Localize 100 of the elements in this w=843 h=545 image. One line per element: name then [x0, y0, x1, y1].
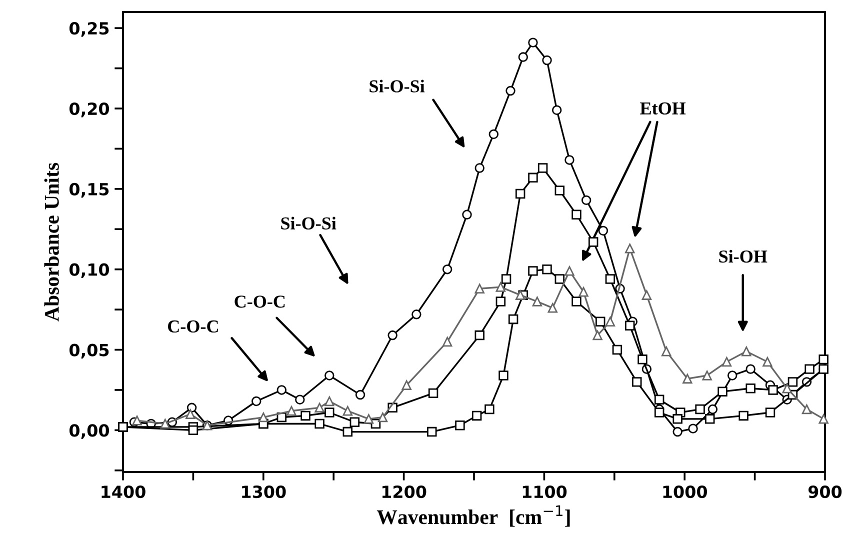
point	[612, 344, 622, 355]
point	[455, 420, 465, 430]
point	[528, 266, 538, 276]
point	[538, 163, 548, 173]
point	[588, 237, 598, 247]
point	[186, 409, 196, 419]
y-tick-label: 0,00	[69, 424, 110, 439]
point	[718, 386, 728, 396]
point	[498, 370, 508, 380]
point	[342, 406, 352, 416]
point	[654, 408, 664, 418]
point	[702, 370, 712, 380]
point	[738, 410, 748, 421]
point	[324, 370, 334, 380]
x-axis-title: Wavenumber [cm$^{−1}$]	[376, 505, 570, 527]
point	[782, 384, 792, 394]
point	[554, 274, 565, 284]
point	[695, 404, 705, 414]
point	[364, 414, 374, 424]
point	[746, 384, 756, 394]
annotation: C-O-C	[168, 320, 218, 333]
x-tick-label: 900	[808, 485, 842, 498]
point	[324, 396, 334, 406]
point	[672, 426, 682, 437]
point	[474, 284, 484, 294]
point	[314, 402, 324, 413]
point	[788, 377, 798, 387]
point	[342, 426, 352, 437]
point	[528, 172, 538, 183]
point	[818, 414, 828, 424]
point	[160, 418, 170, 429]
point	[496, 282, 506, 292]
point	[572, 210, 582, 220]
point	[378, 412, 388, 422]
point	[355, 390, 366, 400]
point	[632, 377, 642, 387]
point	[350, 417, 360, 427]
point	[661, 346, 672, 356]
y-tick-label: 0,10	[69, 263, 110, 278]
y-tick-label: 0,15	[69, 182, 109, 198]
point	[765, 408, 776, 418]
x-tick-label: 1200	[382, 485, 426, 498]
point	[705, 414, 715, 424]
point	[515, 290, 526, 300]
point	[528, 38, 538, 48]
point	[518, 52, 528, 62]
y-tick-label: 0,25	[69, 22, 109, 37]
point	[496, 296, 506, 306]
point	[688, 424, 698, 434]
point	[324, 408, 334, 418]
point	[501, 274, 512, 284]
point	[427, 426, 437, 437]
x-tick-label: 1400	[102, 485, 146, 498]
point	[542, 55, 552, 66]
y-tick-label: 0,20	[69, 102, 110, 118]
point	[548, 303, 558, 313]
point	[605, 316, 616, 326]
point	[515, 188, 526, 199]
point	[442, 264, 452, 274]
point	[295, 394, 305, 404]
point	[592, 330, 602, 340]
point	[598, 226, 608, 236]
point	[300, 410, 310, 421]
point	[484, 404, 494, 414]
point	[804, 364, 814, 374]
point	[624, 244, 635, 254]
point	[552, 105, 562, 115]
point	[682, 374, 692, 384]
point	[564, 266, 574, 276]
point	[762, 356, 772, 367]
point	[642, 290, 652, 300]
annotation: Si-O-Si	[370, 80, 425, 92]
point	[746, 364, 756, 374]
annotation: C-O-C	[234, 296, 285, 308]
point	[768, 385, 778, 395]
point	[472, 410, 482, 421]
point	[802, 404, 812, 414]
point	[554, 186, 565, 196]
point	[286, 406, 296, 416]
point	[474, 163, 484, 173]
point	[708, 404, 718, 414]
annotation: EtOH	[640, 102, 686, 114]
point	[722, 356, 732, 367]
point	[605, 274, 616, 284]
point	[314, 418, 324, 429]
point	[252, 396, 262, 406]
point	[742, 346, 752, 356]
point	[412, 310, 422, 320]
point	[638, 354, 648, 364]
point	[542, 264, 552, 274]
point	[578, 287, 588, 297]
point	[462, 210, 472, 220]
point	[581, 195, 592, 206]
point	[428, 388, 438, 398]
point	[188, 425, 198, 436]
point	[506, 86, 516, 96]
annotation: Si-O-Si	[281, 216, 336, 230]
x-tick-label: 1100	[522, 485, 567, 498]
point	[258, 412, 268, 422]
point	[488, 129, 499, 140]
